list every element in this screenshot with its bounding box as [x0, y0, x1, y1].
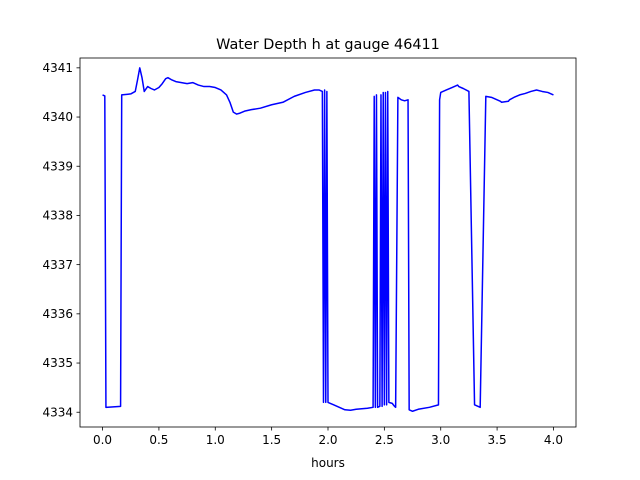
x-tick-label: 0.0 [93, 433, 112, 447]
x-axis: 0.0 0.5 1.0 1.5 2.0 2.5 3.0 3.5 4.0 [93, 427, 563, 447]
x-tick-label: 4.0 [544, 433, 563, 447]
y-tick-label: 4338 [42, 209, 73, 223]
y-tick-label: 4340 [42, 110, 73, 124]
x-tick-label: 1.0 [206, 433, 225, 447]
y-tick-label: 4334 [42, 405, 73, 419]
x-tick-label: 0.5 [149, 433, 168, 447]
y-tick-label: 4339 [42, 159, 73, 173]
series-layer [102, 67, 554, 413]
x-axis-label: hours [311, 456, 345, 470]
y-axis: 4334 4335 4336 4337 4338 4339 4340 4341 [42, 61, 80, 419]
x-tick-label: 3.5 [488, 433, 507, 447]
y-tick-label: 4337 [42, 258, 73, 272]
x-tick-label: 3.0 [431, 433, 450, 447]
x-tick-label: 2.0 [318, 433, 337, 447]
series-line-0 [102, 67, 554, 413]
y-tick-label: 4335 [42, 356, 73, 370]
x-tick-label: 2.5 [375, 433, 394, 447]
y-tick-label: 4336 [42, 307, 73, 321]
x-tick-label: 1.5 [262, 433, 281, 447]
y-tick-label: 4341 [42, 61, 73, 75]
chart-title: Water Depth h at gauge 46411 [216, 37, 440, 53]
